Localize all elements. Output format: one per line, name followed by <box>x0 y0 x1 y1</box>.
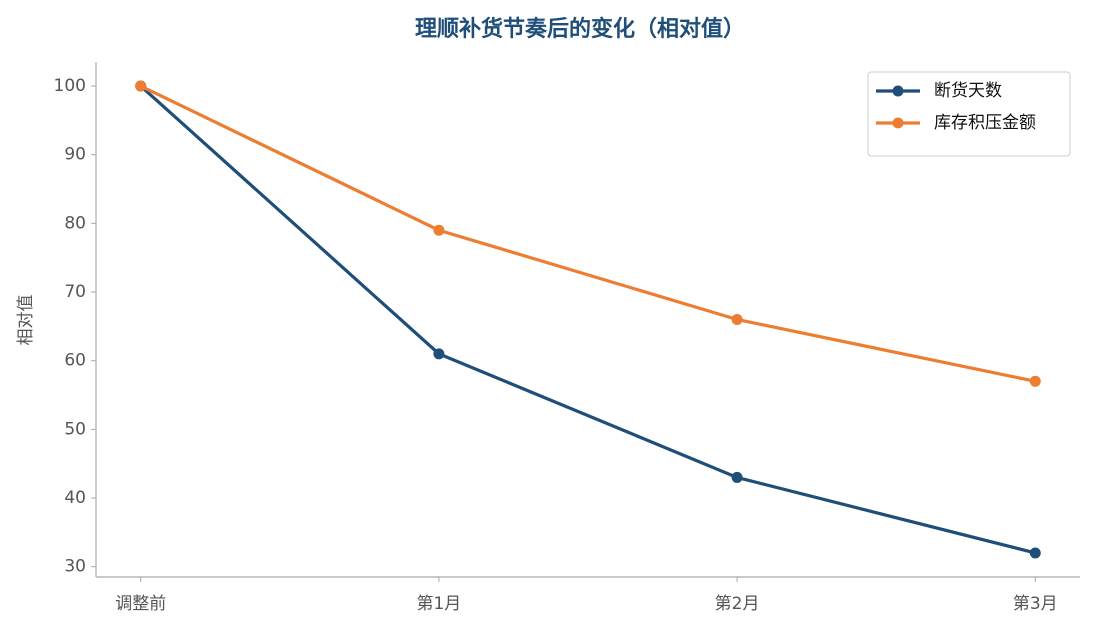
x-tick-label: 第2月 <box>715 594 760 614</box>
point <box>135 80 147 92</box>
line <box>140 84 1036 383</box>
y-axis-label: 相对值 <box>16 295 36 346</box>
y-tick-label: 30 <box>64 557 86 577</box>
point <box>1029 375 1041 387</box>
legend-label: 断货天数 <box>934 81 1002 101</box>
y-tick-label: 80 <box>64 213 86 233</box>
point <box>433 224 445 236</box>
point <box>731 471 743 483</box>
point <box>1029 547 1041 559</box>
legend-marker <box>892 85 904 97</box>
legend-label: 库存积压金额 <box>934 113 1036 133</box>
y-tick-label: 50 <box>64 419 86 439</box>
y-tick-label: 40 <box>64 488 86 508</box>
point <box>433 348 445 360</box>
legend-marker <box>892 117 904 129</box>
line <box>139 84 1036 555</box>
x-tick-label: 调整前 <box>115 594 166 614</box>
x-tick-label: 第1月 <box>416 594 461 614</box>
legend-box <box>867 71 1071 157</box>
y-tick-label: 100 <box>54 76 86 96</box>
y-tick-label: 70 <box>64 282 86 302</box>
point <box>731 314 743 325</box>
y-tick-label: 60 <box>64 351 86 371</box>
y-tick-label: 90 <box>64 145 86 165</box>
chart-title: 理顺补货节奏后的变化（相对值） <box>415 16 745 42</box>
x-tick-label: 第3月 <box>1013 594 1058 614</box>
